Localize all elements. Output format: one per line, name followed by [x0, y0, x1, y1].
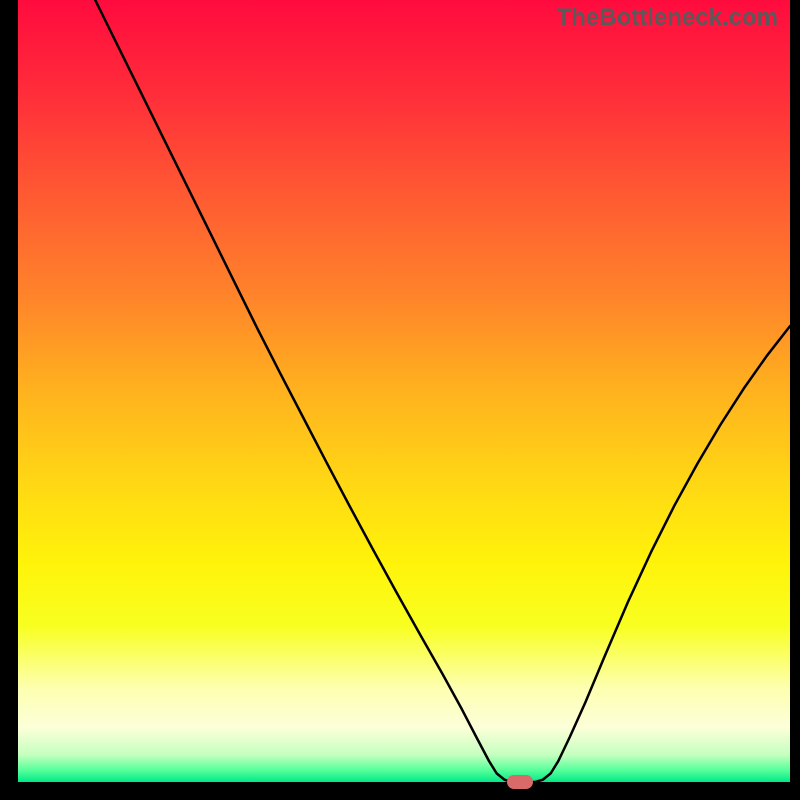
chart-frame: TheBottleneck.com: [0, 0, 800, 800]
bottleneck-curve: [95, 0, 790, 782]
minimum-marker: [507, 775, 533, 789]
watermark-text: TheBottleneck.com: [557, 4, 778, 32]
curve-svg: [18, 0, 790, 782]
plot-area: [18, 0, 790, 782]
